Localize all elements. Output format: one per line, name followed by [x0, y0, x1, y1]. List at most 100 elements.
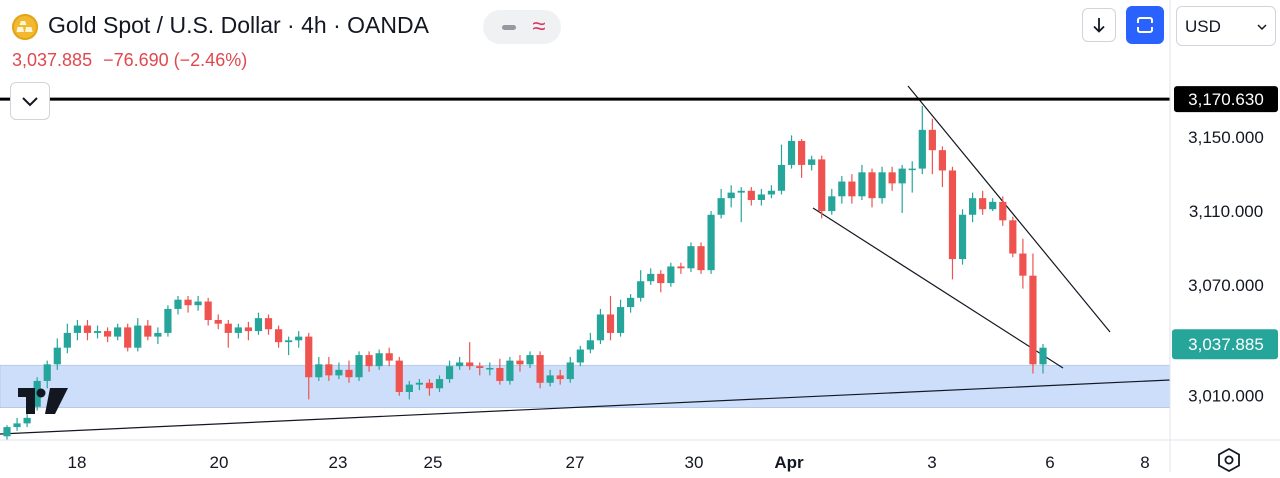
candle: [506, 356, 514, 385]
candle-body: [727, 192, 735, 199]
price-change: −76.690 (−2.46%): [103, 50, 248, 70]
candle-body: [496, 368, 504, 381]
candle: [697, 242, 705, 274]
last-price-label: 3,037.885: [1188, 335, 1264, 354]
candle: [556, 369, 564, 385]
candle: [757, 188, 765, 206]
candle-body: [164, 308, 172, 333]
candle-body: [134, 325, 142, 348]
candle: [204, 297, 212, 326]
candle: [295, 331, 303, 348]
y-tick-label: 3,150.000: [1188, 128, 1264, 147]
y-tick-label: 3,070.000: [1188, 276, 1264, 295]
candle: [264, 314, 273, 335]
candle-body: [707, 214, 715, 271]
currency-select[interactable]: USD: [1176, 6, 1276, 46]
rising-trendline: [0, 379, 1171, 435]
candle: [83, 320, 92, 341]
candle-body: [184, 299, 192, 306]
symbol-title[interactable]: Gold Spot / U.S. Dollar · 4h · OANDA: [48, 12, 429, 38]
fullscreen-button[interactable]: [1126, 6, 1164, 44]
indicator-toggle-group[interactable]: ≈: [483, 10, 561, 44]
candle: [868, 168, 876, 208]
candle-body: [93, 331, 102, 333]
candle-body: [194, 301, 202, 306]
candle-body: [395, 360, 403, 392]
candle: [456, 356, 464, 370]
candle: [908, 161, 916, 193]
candle: [627, 294, 635, 313]
candle-body: [838, 181, 846, 197]
candle: [979, 190, 987, 215]
candle: [254, 312, 263, 335]
candle: [989, 198, 997, 212]
tradingview-logo-icon: [18, 388, 68, 414]
candle: [596, 308, 605, 344]
candle-body: [466, 362, 474, 367]
y-tick-label: 3,010.000: [1188, 387, 1264, 406]
candle: [777, 144, 786, 195]
candle: [1029, 253, 1037, 374]
candle: [385, 347, 393, 367]
candle-body: [868, 172, 876, 199]
download-button[interactable]: [1082, 8, 1116, 42]
candle-body: [657, 273, 665, 284]
candle: [787, 135, 796, 169]
candle: [928, 118, 936, 175]
candle: [93, 325, 102, 339]
candle-body: [848, 181, 856, 197]
candle-body: [355, 355, 363, 378]
settings-button[interactable]: [1213, 447, 1245, 473]
candle-body: [456, 362, 464, 367]
chevron-down-icon: [1257, 24, 1267, 31]
candle-body: [345, 369, 353, 378]
candle-body: [506, 360, 514, 381]
candle-body: [526, 355, 534, 365]
candle-body: [647, 273, 655, 282]
candle: [395, 356, 403, 396]
candle: [274, 325, 283, 348]
arrow-down-icon: [1093, 18, 1105, 33]
candle-body: [476, 366, 484, 368]
candle-body: [214, 320, 222, 324]
currency-label: USD: [1185, 17, 1221, 36]
y-tick-label: 3,110.000: [1189, 202, 1263, 221]
candle: [767, 185, 776, 199]
candle: [968, 192, 977, 223]
support-zone: [0, 364, 1171, 408]
x-tick-label: 23: [329, 453, 348, 472]
candle-body: [737, 190, 745, 193]
gold-bars-icon: [12, 14, 38, 40]
chevron-down-icon: [22, 97, 38, 107]
collapse-button[interactable]: [10, 82, 50, 120]
candle-body: [938, 150, 947, 171]
candle-body: [898, 168, 906, 184]
x-tick-label: 8: [1140, 453, 1149, 472]
candle-body: [103, 331, 112, 337]
candle-body: [556, 375, 564, 380]
candle-body: [918, 129, 926, 169]
candle: [154, 327, 162, 344]
candle: [486, 362, 494, 376]
candle: [687, 242, 695, 272]
candle: [315, 356, 323, 381]
wave-icon[interactable]: ≈: [532, 13, 546, 40]
candle: [244, 321, 252, 341]
candle: [1019, 238, 1027, 289]
candle: [184, 296, 192, 313]
candle-body: [757, 194, 765, 200]
candle: [526, 351, 534, 368]
high-price-badge: [1174, 86, 1278, 113]
candle-body: [114, 327, 122, 337]
falling-wedge-lower-line: [812, 207, 1064, 369]
minus-icon[interactable]: [497, 16, 521, 38]
candle-body: [546, 375, 554, 383]
candle: [365, 351, 373, 372]
candle: [224, 320, 232, 348]
candle: [325, 356, 333, 381]
candle-body: [234, 327, 242, 333]
candle-body: [596, 314, 605, 341]
candle: [727, 185, 735, 208]
candle: [657, 270, 665, 293]
